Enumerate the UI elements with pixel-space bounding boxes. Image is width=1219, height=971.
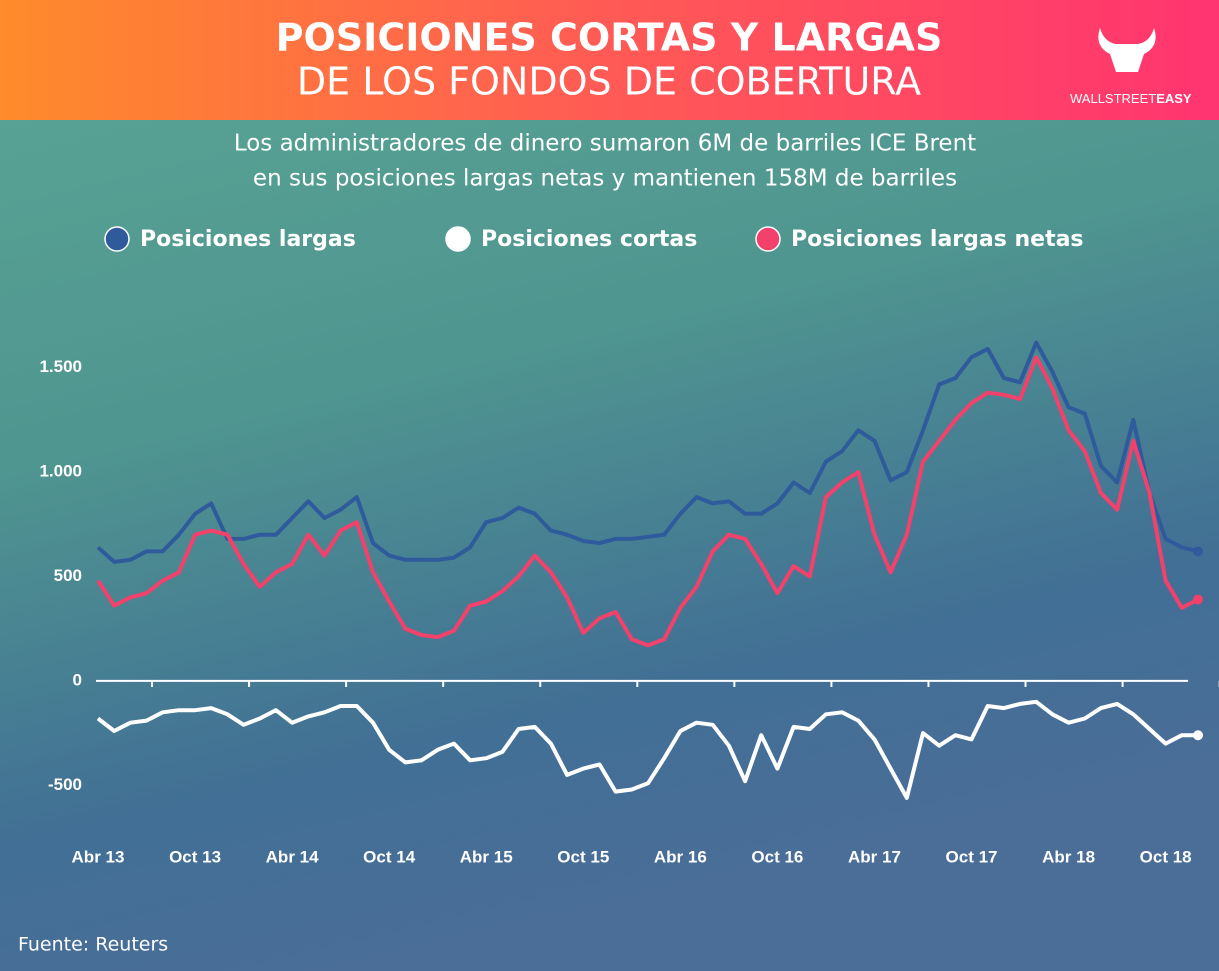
end-dot — [1193, 730, 1203, 741]
y-tick-label: 0 — [73, 670, 82, 689]
x-tick-label: Oct 17 — [946, 847, 998, 866]
x-tick-label: Abr 15 — [460, 847, 513, 866]
x-tick-label: Abr 17 — [848, 847, 901, 866]
legend-swatch — [755, 226, 781, 252]
end-dot — [1193, 594, 1203, 605]
subtitle: Los administradores de dinero sumaron 6M… — [234, 131, 976, 157]
plot: -500 0 500 1.000 1.500 Abr 13 Oct 13 Abr 14 Oct … — [39, 226, 1219, 866]
title: DE LOS FONDOS DE COBERTURA — [297, 60, 921, 104]
y-tick-label: 1.000 — [39, 462, 82, 481]
y-tick-label: 500 — [54, 566, 82, 585]
series-line — [96, 355, 1199, 648]
subtitle: en sus posiciones largas netas y mantien… — [253, 166, 957, 192]
legend-swatch — [104, 226, 130, 252]
x-tick-label: Abr 16 — [654, 847, 707, 866]
x-tick-label: Oct 14 — [363, 847, 416, 866]
legend-label: Posiciones cortas — [481, 227, 697, 252]
series-line — [96, 699, 1198, 800]
legend-label: Posiciones largas — [140, 227, 356, 252]
x-tick-label: Oct 18 — [1140, 847, 1192, 866]
x-tick-label: Abr 14 — [266, 847, 319, 866]
x-tick-label: Oct 15 — [557, 847, 609, 866]
series-line — [96, 340, 1199, 564]
y-tick-label: -500 — [48, 775, 82, 794]
source: Fuente: Reuters — [18, 934, 168, 956]
x-tick-label: Abr 18 — [1042, 847, 1095, 866]
x-tick-label: Oct 13 — [169, 847, 221, 866]
logo-icon — [1098, 28, 1156, 72]
logo: WALLSTREETEASY — [1070, 28, 1192, 106]
legend-label: Posiciones largas netas — [791, 227, 1084, 252]
logo-text: WALLSTREETEASY — [1070, 91, 1192, 106]
header — [0, 0, 1219, 120]
title: POSICIONES CORTAS Y LARGAS — [276, 16, 943, 60]
legend-swatch — [445, 226, 471, 252]
x-tick-label: Oct 16 — [751, 847, 803, 866]
end-dot — [1193, 546, 1203, 557]
x-tick-label: Abr 13 — [72, 847, 125, 866]
y-tick-label: 1.500 — [39, 357, 82, 376]
